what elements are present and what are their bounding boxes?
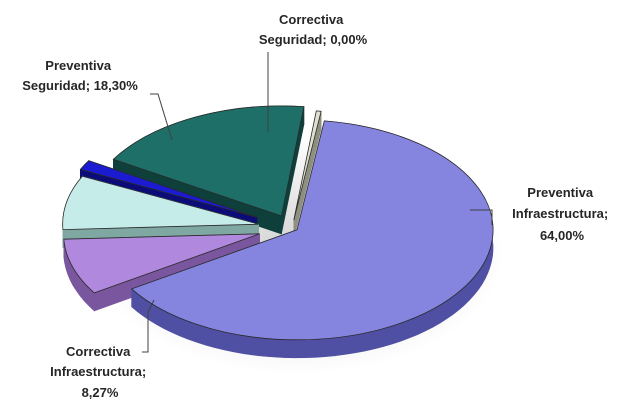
label-correctiva-infraestructura-line2: Infraestructura; — [50, 364, 146, 379]
slice-5 — [293, 110, 322, 221]
leader-line-preventiva-infraestructura — [470, 209, 493, 225]
leader-line-preventiva-seguridad — [150, 93, 173, 141]
label-correctiva-infraestructura: Correctiva Infraestructura; 8,27% — [50, 344, 150, 400]
label-preventiva-seguridad-line1: Preventiva — [45, 58, 112, 73]
label-correctiva-infraestructura-line1: Correctiva — [66, 344, 131, 359]
label-correctiva-seguridad-line2: Seguridad; 0,00% — [259, 32, 368, 47]
label-preventiva-infraestructura-line3: 64,00% — [540, 228, 585, 243]
label-preventiva-infraestructura-line1: Preventiva — [527, 185, 594, 200]
label-correctiva-seguridad-line1: Correctiva — [279, 12, 344, 27]
label-correctiva-seguridad: Correctiva Seguridad; 0,00% — [259, 12, 368, 47]
label-correctiva-infraestructura-line3: 8,27% — [82, 385, 119, 400]
label-preventiva-seguridad-line2: Seguridad; 18,30% — [22, 78, 138, 93]
slice-4 — [112, 105, 305, 217]
slice-0 — [130, 120, 494, 341]
label-preventiva-infraestructura: Preventiva Infraestructura; 64,00% — [512, 185, 612, 243]
leader-line-correctiva-infraestructura — [142, 299, 155, 353]
slice-3 — [79, 160, 257, 218]
slice-1 — [63, 233, 260, 294]
slice-2 — [62, 175, 259, 231]
label-preventiva-seguridad: Preventiva Seguridad; 18,30% — [22, 58, 138, 93]
label-preventiva-infraestructura-line2: Infraestructura; — [512, 206, 608, 221]
